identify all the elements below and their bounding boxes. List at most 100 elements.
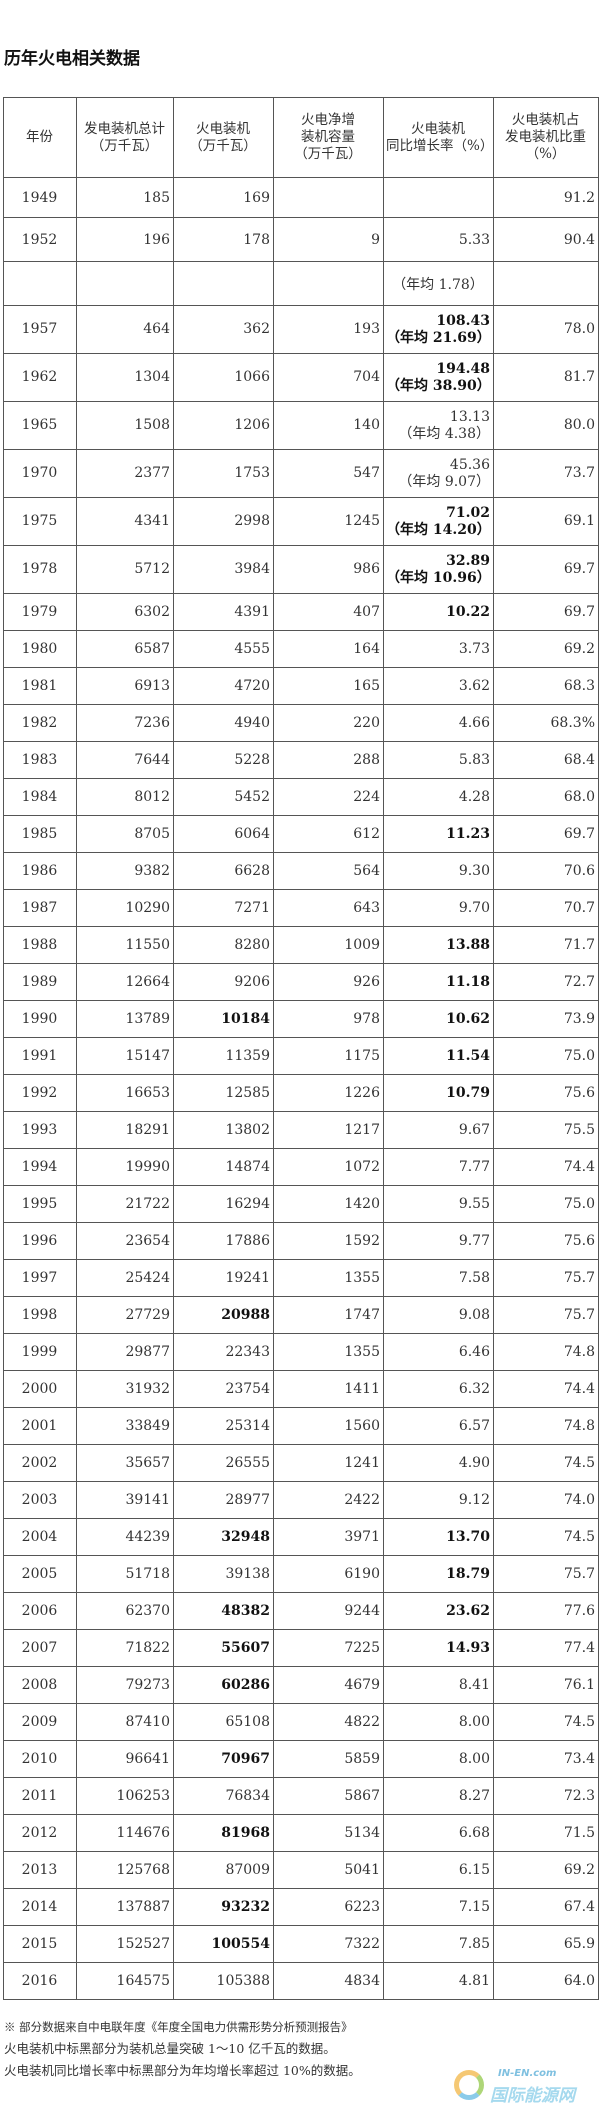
- table-row: 1970 2377 1753 547 45.36 （年均 9.07） 73.7: [3, 449, 599, 498]
- cell-thermal-share: 81.7: [493, 353, 599, 402]
- table-row: 2016 164575 105388 4834 4.81 64.0: [3, 1962, 599, 2000]
- cell-thermal-capacity: 169: [173, 177, 274, 218]
- cell-thermal-capacity: 10184: [173, 1000, 274, 1038]
- cell-growth-rate: 9.55: [383, 1185, 494, 1223]
- cell-total-capacity: 21722: [76, 1185, 174, 1223]
- cell-year: 2007: [3, 1629, 77, 1667]
- cell-net-increase: 4679: [273, 1666, 384, 1704]
- cell-year: 1962: [3, 353, 77, 402]
- cell-net-increase: 1560: [273, 1407, 384, 1445]
- cell-year: 2016: [3, 1962, 77, 2000]
- growth-value: 9.12: [458, 1492, 490, 1508]
- cell-total-capacity: 164575: [76, 1962, 174, 2000]
- cell-growth-rate: 3.62: [383, 667, 494, 705]
- table-row: 2010 96641 70967 5859 8.00 73.4: [3, 1740, 599, 1778]
- cell-growth-rate: 13.13 （年均 4.38）: [383, 401, 494, 450]
- cell-growth-rate: 7.58: [383, 1259, 494, 1297]
- cell-growth-rate: 13.70: [383, 1518, 494, 1556]
- cell-net-increase: 1175: [273, 1037, 384, 1075]
- cell-total-capacity: 114676: [76, 1814, 174, 1852]
- cell-total-capacity: 39141: [76, 1481, 174, 1519]
- growth-value: 7.15: [458, 1899, 490, 1915]
- cell-thermal-share: 75.0: [493, 1185, 599, 1223]
- cell-total-capacity: 29877: [76, 1333, 174, 1371]
- cell-thermal-share: 68.0: [493, 778, 599, 816]
- cell-net-increase: 224: [273, 778, 384, 816]
- header-thermal-capacity: 火电装机 （万千瓦）: [173, 97, 274, 178]
- cell-total-capacity: 185: [76, 177, 174, 218]
- cell-total-capacity: 18291: [76, 1111, 174, 1149]
- cell-thermal-capacity: 14874: [173, 1148, 274, 1186]
- cell-year: 1991: [3, 1037, 77, 1075]
- table-row: 2003 39141 28977 2422 9.12 74.0: [3, 1481, 599, 1519]
- cell-total-capacity: 196: [76, 217, 174, 262]
- cell-thermal-capacity: 16294: [173, 1185, 274, 1223]
- cell-thermal-capacity: 1206: [173, 401, 274, 450]
- cell-year: 2015: [3, 1925, 77, 1963]
- cell-total-capacity: 106253: [76, 1777, 174, 1815]
- growth-value: 6.15: [458, 1862, 490, 1878]
- cell-thermal-capacity: 9206: [173, 963, 274, 1001]
- cell-thermal-share: 70.7: [493, 889, 599, 927]
- cell-growth-rate: 8.00: [383, 1740, 494, 1778]
- cell-growth-rate: 5.33: [383, 217, 494, 262]
- cell-net-increase: [273, 261, 384, 306]
- cell-thermal-share: 78.0: [493, 305, 599, 354]
- growth-value: 6.57: [458, 1418, 490, 1434]
- table-row: 2009 87410 65108 4822 8.00 74.5: [3, 1703, 599, 1741]
- table-row: 1991 15147 11359 1175 11.54 75.0: [3, 1037, 599, 1075]
- cell-thermal-capacity: 5452: [173, 778, 274, 816]
- growth-value: 10.62: [446, 1011, 490, 1027]
- cell-thermal-capacity: 100554: [173, 1925, 274, 1963]
- cell-thermal-share: 74.0: [493, 1481, 599, 1519]
- cell-total-capacity: 12664: [76, 963, 174, 1001]
- cell-thermal-capacity: 7271: [173, 889, 274, 927]
- growth-value: 4.90: [458, 1455, 490, 1471]
- cell-total-capacity: 15147: [76, 1037, 174, 1075]
- cell-year: 2014: [3, 1888, 77, 1926]
- cell-thermal-capacity: 65108: [173, 1703, 274, 1741]
- cell-total-capacity: 1508: [76, 401, 174, 450]
- table-row: 2015 152527 100554 7322 7.85 65.9: [3, 1925, 599, 1963]
- cell-growth-rate: 14.93: [383, 1629, 494, 1667]
- thermal-power-table: 年份 发电装机总计 （万千瓦） 火电装机 （万千瓦） 火电净增 装机容量 （万千…: [3, 97, 599, 2000]
- cell-growth-rate: 4.81: [383, 1962, 494, 2000]
- growth-value: 5.33: [458, 231, 490, 248]
- cell-total-capacity: 25424: [76, 1259, 174, 1297]
- page-title: 历年火电相关数据: [4, 49, 140, 69]
- growth-value: 10.22: [446, 604, 490, 620]
- cell-year: 1998: [3, 1296, 77, 1334]
- cell-growth-rate: 9.12: [383, 1481, 494, 1519]
- header-total-capacity: 发电装机总计 （万千瓦）: [76, 97, 174, 178]
- cell-thermal-capacity: 28977: [173, 1481, 274, 1519]
- cell-growth-rate: 10.22: [383, 593, 494, 631]
- cell-thermal-capacity: 4555: [173, 630, 274, 668]
- cell-year: 2012: [3, 1814, 77, 1852]
- header-thermal-share: 火电装机占 发电装机比重 （%）: [493, 97, 599, 178]
- table-row: 1988 11550 8280 1009 13.88 71.7: [3, 926, 599, 964]
- table-row: 1989 12664 9206 926 11.18 72.7: [3, 963, 599, 1001]
- table-row: 2012 114676 81968 5134 6.68 71.5: [3, 1814, 599, 1852]
- cell-thermal-share: 71.5: [493, 1814, 599, 1852]
- cell-thermal-share: [493, 261, 599, 306]
- cell-thermal-capacity: 1066: [173, 353, 274, 402]
- table-row: 1962 1304 1066 704 194.48 （年均 38.90） 81.7: [3, 353, 599, 402]
- cell-thermal-share: 75.6: [493, 1222, 599, 1260]
- cell-thermal-share: 68.3: [493, 667, 599, 705]
- cell-net-increase: 1747: [273, 1296, 384, 1334]
- cell-growth-rate: 8.27: [383, 1777, 494, 1815]
- cell-total-capacity: 71822: [76, 1629, 174, 1667]
- cell-growth-rate: 23.62: [383, 1592, 494, 1630]
- cell-total-capacity: 79273: [76, 1666, 174, 1704]
- cell-year: 1995: [3, 1185, 77, 1223]
- growth-value: 13.13: [449, 408, 490, 425]
- footnote-source: ※ 部分数据来自中电联年度《年度全国电力供需形势分析预测报告》: [4, 2020, 353, 2034]
- cell-total-capacity: 33849: [76, 1407, 174, 1445]
- table-row: 2011 106253 76834 5867 8.27 72.3: [3, 1777, 599, 1815]
- table-row: 1998 27729 20988 1747 9.08 75.7: [3, 1296, 599, 1334]
- cell-thermal-capacity: 1753: [173, 449, 274, 498]
- cell-net-increase: 9: [273, 217, 384, 262]
- cell-thermal-capacity: 5228: [173, 741, 274, 779]
- cell-growth-rate: 32.89 （年均 10.96）: [383, 545, 494, 594]
- growth-value: 9.55: [458, 1196, 490, 1212]
